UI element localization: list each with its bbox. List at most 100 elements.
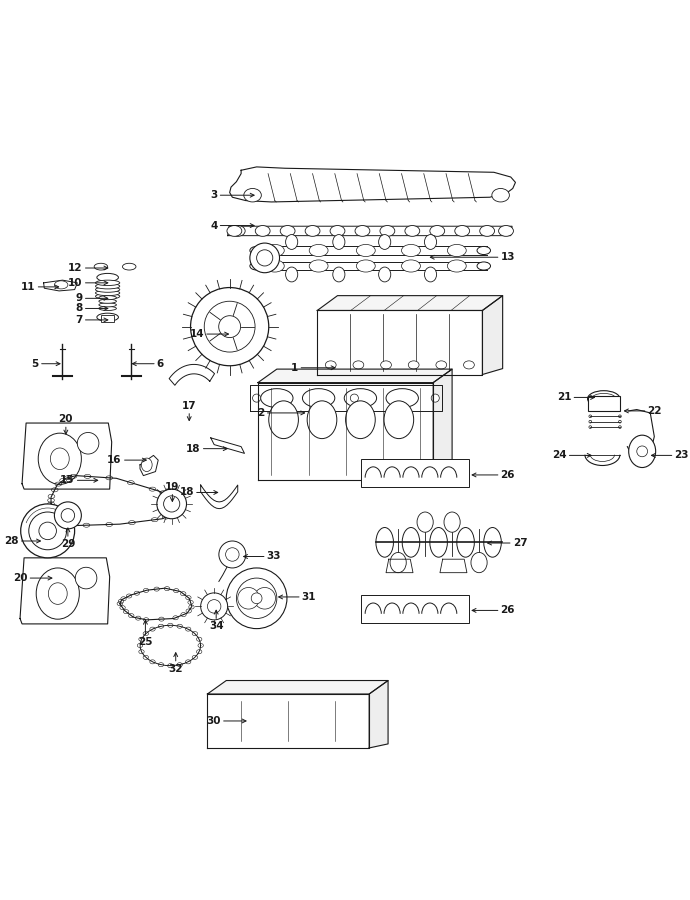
Text: 26: 26	[501, 606, 515, 616]
Text: 18: 18	[179, 488, 194, 498]
Ellipse shape	[219, 541, 246, 568]
Ellipse shape	[379, 267, 391, 282]
Text: 30: 30	[206, 716, 221, 726]
Text: 12: 12	[68, 263, 83, 273]
Ellipse shape	[402, 245, 420, 256]
Text: 15: 15	[60, 475, 75, 485]
Text: 23: 23	[675, 450, 689, 461]
Ellipse shape	[492, 188, 509, 202]
Ellipse shape	[344, 389, 377, 408]
Ellipse shape	[94, 264, 108, 270]
Ellipse shape	[424, 267, 437, 282]
Ellipse shape	[95, 287, 120, 292]
Ellipse shape	[77, 433, 99, 454]
Ellipse shape	[309, 260, 328, 272]
Ellipse shape	[123, 264, 136, 270]
Bar	[588, 396, 620, 411]
Ellipse shape	[356, 260, 375, 272]
Polygon shape	[228, 226, 512, 236]
Ellipse shape	[280, 226, 295, 237]
Polygon shape	[258, 382, 433, 481]
Ellipse shape	[386, 389, 418, 408]
Ellipse shape	[97, 274, 119, 282]
Ellipse shape	[471, 553, 487, 572]
Ellipse shape	[268, 400, 298, 438]
Ellipse shape	[477, 247, 491, 255]
Ellipse shape	[455, 226, 470, 237]
Ellipse shape	[379, 235, 391, 249]
Ellipse shape	[430, 527, 447, 557]
Ellipse shape	[36, 568, 79, 619]
Polygon shape	[258, 369, 452, 382]
Polygon shape	[208, 680, 388, 694]
Ellipse shape	[417, 512, 433, 532]
Text: 9: 9	[76, 293, 83, 303]
Polygon shape	[230, 166, 515, 202]
Ellipse shape	[637, 446, 647, 456]
Ellipse shape	[333, 267, 345, 282]
Ellipse shape	[286, 235, 297, 249]
Text: 8: 8	[75, 303, 83, 313]
Ellipse shape	[480, 226, 495, 237]
Ellipse shape	[95, 293, 120, 299]
Text: 20: 20	[59, 414, 73, 425]
Polygon shape	[369, 680, 388, 748]
Text: 20: 20	[13, 573, 28, 583]
Ellipse shape	[226, 548, 239, 562]
Ellipse shape	[380, 226, 395, 237]
Ellipse shape	[255, 226, 270, 237]
Ellipse shape	[484, 527, 502, 557]
Polygon shape	[169, 364, 215, 385]
Ellipse shape	[55, 502, 81, 529]
Ellipse shape	[97, 313, 119, 321]
Ellipse shape	[266, 260, 284, 272]
Ellipse shape	[376, 527, 393, 557]
Ellipse shape	[436, 361, 446, 369]
Ellipse shape	[50, 448, 69, 470]
Text: 1: 1	[291, 363, 298, 373]
Polygon shape	[22, 423, 112, 489]
Ellipse shape	[408, 361, 419, 369]
Polygon shape	[317, 310, 482, 374]
Ellipse shape	[61, 508, 75, 522]
Ellipse shape	[254, 588, 275, 609]
Ellipse shape	[447, 260, 466, 272]
Text: 13: 13	[501, 252, 515, 262]
Ellipse shape	[499, 226, 513, 237]
Ellipse shape	[257, 250, 273, 266]
Text: 5: 5	[32, 359, 39, 369]
Text: 16: 16	[108, 455, 122, 465]
Polygon shape	[386, 559, 413, 572]
Text: 28: 28	[4, 536, 19, 546]
Ellipse shape	[75, 567, 97, 589]
Bar	[361, 595, 469, 623]
Ellipse shape	[356, 245, 375, 256]
Ellipse shape	[55, 281, 68, 289]
Ellipse shape	[447, 245, 466, 256]
Text: 2: 2	[257, 408, 265, 418]
Ellipse shape	[384, 400, 414, 438]
Text: 17: 17	[182, 400, 197, 411]
Text: 19: 19	[165, 482, 179, 491]
Ellipse shape	[244, 188, 262, 202]
Ellipse shape	[190, 288, 268, 365]
Ellipse shape	[230, 226, 245, 237]
Ellipse shape	[591, 393, 616, 404]
Ellipse shape	[99, 302, 117, 307]
Ellipse shape	[430, 226, 444, 237]
Ellipse shape	[333, 235, 345, 249]
Ellipse shape	[21, 504, 75, 558]
Ellipse shape	[444, 512, 460, 532]
Bar	[101, 315, 115, 322]
Text: 32: 32	[168, 663, 183, 674]
Polygon shape	[440, 559, 467, 572]
Ellipse shape	[250, 247, 264, 255]
Polygon shape	[43, 280, 77, 291]
Polygon shape	[140, 455, 158, 475]
Text: 6: 6	[157, 359, 164, 369]
Ellipse shape	[238, 588, 259, 609]
Text: 3: 3	[210, 190, 217, 200]
Ellipse shape	[99, 306, 117, 310]
Ellipse shape	[164, 496, 180, 512]
Text: 24: 24	[552, 450, 566, 461]
